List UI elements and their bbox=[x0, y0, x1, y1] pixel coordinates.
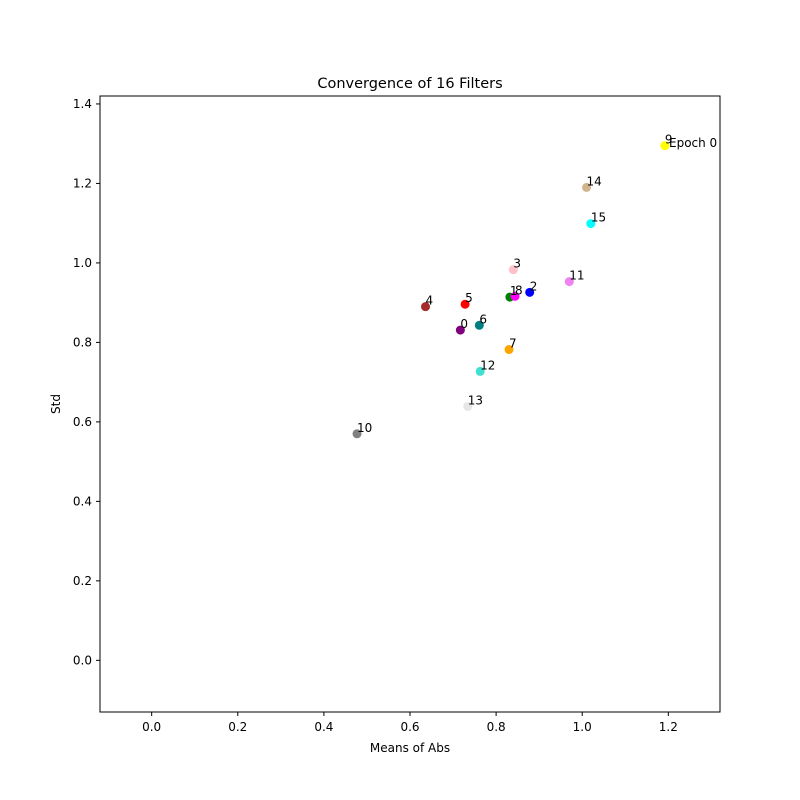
point-label: 1 bbox=[510, 284, 518, 298]
point-label: 2 bbox=[530, 279, 538, 293]
point-label: 15 bbox=[591, 211, 606, 225]
data-point bbox=[564, 277, 574, 287]
y-tick-label: 0.0 bbox=[73, 653, 92, 667]
data-point bbox=[508, 265, 518, 275]
x-axis: 0.0 0.2 0.4 0.6 0.8 1.0 1.2 bbox=[142, 712, 678, 734]
data-point bbox=[525, 287, 535, 297]
point-label: 14 bbox=[587, 174, 602, 188]
x-tick-label: 0.6 bbox=[400, 720, 419, 734]
point-label: 10 bbox=[357, 421, 372, 435]
x-tick-label: 0.0 bbox=[142, 720, 161, 734]
point-label: 5 bbox=[465, 291, 473, 305]
point-label: 8 bbox=[515, 283, 523, 297]
data-point bbox=[421, 302, 430, 312]
x-tick-label: 0.8 bbox=[487, 720, 506, 734]
y-axis-label: Std bbox=[49, 394, 63, 414]
point-label: 7 bbox=[509, 337, 517, 351]
data-point bbox=[475, 366, 485, 376]
data-point bbox=[460, 299, 470, 309]
point-label: 13 bbox=[468, 393, 483, 407]
y-tick-label: 0.2 bbox=[73, 574, 92, 588]
x-axis-label: Means of Abs bbox=[370, 741, 450, 755]
data-point bbox=[455, 325, 465, 335]
data-point bbox=[510, 291, 520, 301]
y-tick-label: 1.2 bbox=[73, 176, 92, 190]
data-point bbox=[463, 401, 473, 411]
chart-title: Convergence of 16 Filters bbox=[317, 76, 502, 92]
y-axis: 0.0 0.2 0.4 0.6 0.8 1.0 1.2 1.4 bbox=[73, 97, 100, 667]
points-layer bbox=[352, 141, 670, 439]
y-tick-label: 0.8 bbox=[73, 335, 92, 349]
y-tick-label: 0.6 bbox=[73, 415, 92, 429]
y-tick-label: 0.4 bbox=[73, 494, 92, 508]
x-tick-label: 1.2 bbox=[659, 720, 678, 734]
point-label: 4 bbox=[426, 294, 434, 308]
x-tick-label: 0.2 bbox=[228, 720, 247, 734]
data-point bbox=[352, 429, 362, 439]
epoch-annotation: Epoch 0 bbox=[669, 136, 717, 150]
data-point bbox=[586, 219, 596, 229]
plot-frame bbox=[99, 95, 721, 713]
x-tick-label: 0.4 bbox=[314, 720, 333, 734]
data-point bbox=[504, 345, 514, 355]
y-tick-label: 1.4 bbox=[73, 97, 92, 111]
point-label: 12 bbox=[480, 358, 495, 372]
data-point bbox=[582, 182, 592, 192]
data-point bbox=[660, 141, 670, 151]
y-tick-label: 1.0 bbox=[73, 256, 92, 270]
x-tick-label: 1.0 bbox=[573, 720, 592, 734]
point-label: 3 bbox=[513, 257, 521, 271]
point-label: 9 bbox=[665, 133, 673, 147]
point-label: 6 bbox=[479, 312, 487, 326]
point-label: 0 bbox=[460, 317, 468, 331]
point-label: 11 bbox=[569, 269, 584, 283]
data-point bbox=[474, 320, 484, 330]
